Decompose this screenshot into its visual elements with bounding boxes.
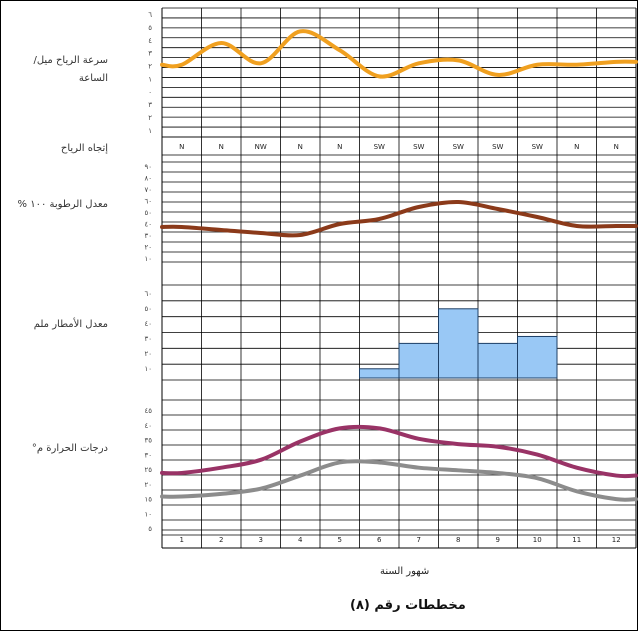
temperature-tick: ٣٠ xyxy=(144,451,152,459)
temperature-min-line xyxy=(160,459,638,502)
humidity-tick: ٨٠ xyxy=(144,175,152,183)
temperature-label: درجات الحرارة م° xyxy=(31,443,108,454)
humidity-tick: ٩٠ xyxy=(144,163,152,171)
temperature-tick: ٤٥ xyxy=(144,407,152,415)
rainfall-tick: ٦٠ xyxy=(144,290,152,298)
rainfall-tick: ٣٠ xyxy=(144,335,152,343)
rainfall-tick: ١٠ xyxy=(144,365,152,373)
marks: N N NW N N SW SW SW SW SW N N1 2 3 4 5 6 7 8 9 10 11 12 xyxy=(160,29,638,544)
rainfall-bar xyxy=(359,368,400,379)
wind-direction-value: NW xyxy=(255,143,267,151)
wind-direction-value: N xyxy=(574,143,579,151)
temperature-tick: ٢٥ xyxy=(144,466,152,474)
month-tick-label: 10 xyxy=(533,536,542,544)
rainfall-bar xyxy=(438,308,479,379)
wind-direction-value: N xyxy=(298,143,303,151)
month-tick-label: 11 xyxy=(572,536,581,544)
month-tick-label: 4 xyxy=(298,536,303,544)
humidity-tick: ١٠ xyxy=(144,255,152,263)
humidity-label: معدل الرطوبة ١٠٠ % xyxy=(17,199,108,210)
wind-direction-value: N xyxy=(179,143,184,151)
wind-speed-tick: ٣ xyxy=(148,101,152,109)
wind-speed-label: سرعة الرياح ميل/الساعة xyxy=(33,55,108,84)
wind-direction-value: SW xyxy=(532,143,543,151)
humidity-tick: ٣٠ xyxy=(144,232,152,240)
humidity-tick: ٥٠ xyxy=(144,209,152,217)
month-tick-label: 5 xyxy=(338,536,342,544)
temperature-tick: ١٠ xyxy=(144,510,152,518)
wind-speed-tick: ١ xyxy=(148,127,152,135)
month-tick-label: 7 xyxy=(417,536,421,544)
wind-direction-value: SW xyxy=(374,143,385,151)
month-tick-label: 9 xyxy=(496,536,500,544)
months-axis-title: شهور السنة xyxy=(380,566,430,577)
wind-speed-line xyxy=(160,29,638,79)
humidity-tick: ٢٠ xyxy=(144,244,152,252)
wind-direction-label: إتجاه الرياح xyxy=(60,143,108,154)
wind-direction-value: SW xyxy=(413,143,424,151)
rainfall-tick: ٤٠ xyxy=(144,320,152,328)
wind-speed-tick: ٦ xyxy=(148,11,152,19)
temperature-tick: ٣٥ xyxy=(144,437,152,445)
rainfall-bar xyxy=(398,342,439,379)
wind-speed-tick: ٤ xyxy=(148,37,152,45)
humidity-tick: ٧٠ xyxy=(144,186,152,194)
temperature-tick: ٤٠ xyxy=(144,422,152,430)
wind-speed-tick: ٣ xyxy=(148,50,152,58)
wind-speed-tick: ١ xyxy=(148,75,152,83)
month-tick-label: 2 xyxy=(219,536,223,544)
wind-direction-value: SW xyxy=(453,143,464,151)
rainfall-tick: ٥٠ xyxy=(144,305,152,313)
wind-direction-value: N xyxy=(219,143,224,151)
humidity-tick: ٦٠ xyxy=(144,198,152,206)
temperature-tick: ١٥ xyxy=(144,496,152,504)
month-tick-label: 1 xyxy=(180,536,184,544)
wind-speed-tick: ٢ xyxy=(148,114,152,122)
wind-speed-tick: ٥ xyxy=(148,24,152,32)
tick-labels: ٦٥٤٣٢١٠٣٢١٩٠٨٠٧٠٦٠٥٠٤٠٣٠٢٠١٠٦٠٥٠٤٠٣٠٢٠١٠… xyxy=(144,11,152,533)
wind-direction-value: N xyxy=(614,143,619,151)
rainfall-tick: ٢٠ xyxy=(144,350,152,358)
figure-caption: مخططات رقم (٨) xyxy=(350,598,466,613)
wind-direction-value: SW xyxy=(492,143,503,151)
temperature-max-line xyxy=(160,424,638,479)
wind-speed-tick: ٢ xyxy=(148,63,152,71)
month-tick-label: 6 xyxy=(377,536,382,544)
rainfall-bar xyxy=(477,342,518,379)
month-tick-label: 12 xyxy=(612,536,621,544)
wind-direction-value: N xyxy=(337,143,342,151)
month-tick-label: 3 xyxy=(259,536,263,544)
temperature-tick: ٢٠ xyxy=(144,481,152,489)
rainfall-label: معدل الأمطار ملم xyxy=(33,319,108,330)
wind-speed-tick: ٠ xyxy=(148,88,152,96)
humidity-line xyxy=(160,199,638,238)
temperature-tick: ٥ xyxy=(148,525,152,533)
month-tick-label: 8 xyxy=(456,536,460,544)
rainfall-bar xyxy=(517,335,558,379)
humidity-tick: ٤٠ xyxy=(144,221,152,229)
